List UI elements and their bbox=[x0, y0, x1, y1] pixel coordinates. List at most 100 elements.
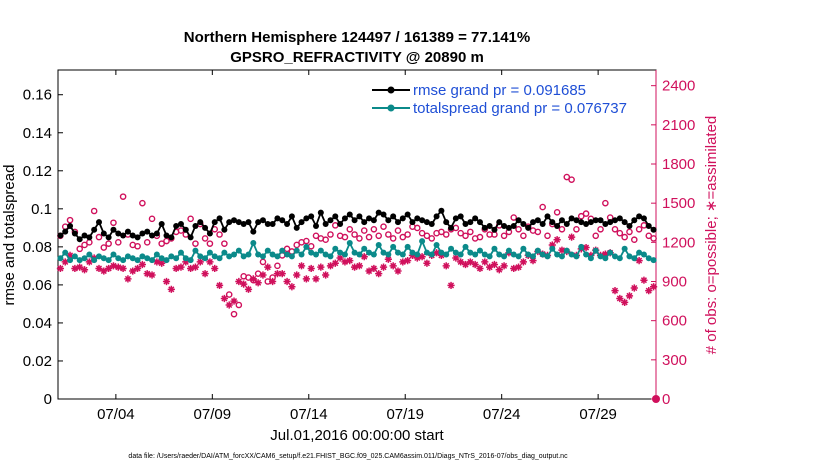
totalspread-point bbox=[317, 247, 324, 254]
obs-possible-point bbox=[385, 231, 392, 238]
rmse-point bbox=[404, 211, 411, 218]
obs-possible-point bbox=[389, 235, 397, 242]
totalspread-point bbox=[110, 251, 117, 258]
rmse-point bbox=[356, 213, 363, 220]
obs-possible-point bbox=[351, 231, 358, 238]
rmse-point bbox=[313, 222, 320, 229]
y-tick-label-right: 900 bbox=[662, 274, 687, 291]
obs-assimilated-point bbox=[80, 266, 89, 274]
obs-assimilated-point bbox=[215, 281, 224, 290]
y-tick-label-left: 0.14 bbox=[23, 125, 52, 142]
totalspread-point bbox=[351, 249, 358, 256]
obs-assimilated-point bbox=[302, 275, 310, 283]
rmse-point bbox=[182, 226, 189, 233]
obs-assimilated-point bbox=[413, 254, 421, 262]
totalspread-point bbox=[221, 249, 228, 256]
rmse-point bbox=[341, 215, 348, 222]
y-axis-label-left: rmse and totalspread bbox=[1, 165, 18, 306]
obs-possible-point bbox=[76, 245, 84, 253]
totalspread-point bbox=[505, 247, 512, 254]
obs-assimilated-point bbox=[148, 271, 156, 279]
totalspread-point bbox=[448, 245, 455, 252]
obs-assimilated-point bbox=[143, 270, 151, 278]
rmse-point bbox=[558, 217, 565, 224]
x-tick-label: 07/04 bbox=[97, 406, 135, 423]
rmse-point bbox=[206, 230, 213, 237]
totalspread-point bbox=[530, 253, 537, 260]
obs-possible-point bbox=[626, 228, 633, 236]
obs-possible-point bbox=[568, 176, 575, 183]
totalspread-point bbox=[192, 247, 199, 254]
rmse-point bbox=[428, 221, 435, 228]
obs-possible-point bbox=[134, 242, 141, 250]
totalspread-point bbox=[255, 251, 262, 258]
totalspread-point bbox=[558, 253, 565, 260]
rmse-point bbox=[650, 226, 657, 233]
rmse-point bbox=[366, 215, 373, 222]
totalspread-point bbox=[284, 251, 291, 258]
obs-assimilated-point bbox=[317, 263, 325, 271]
totalspread-point bbox=[607, 249, 614, 256]
obs-assimilated-point bbox=[611, 287, 619, 295]
rmse-point bbox=[481, 224, 488, 231]
obs-possible-point bbox=[303, 237, 310, 245]
totalspread-point bbox=[211, 253, 218, 260]
legend-rmse-label: rmse grand pr = 0.091685 bbox=[413, 82, 586, 99]
rmse-point bbox=[240, 221, 247, 228]
chart-subtitle: GPSRO_REFRACTIVITY @ 20890 m bbox=[230, 49, 484, 66]
totalspread-point bbox=[235, 247, 242, 254]
obs-possible-point bbox=[510, 214, 518, 221]
obs-assimilated-point bbox=[519, 258, 527, 266]
totalspread-point bbox=[57, 255, 64, 262]
x-tick-label: 07/09 bbox=[194, 406, 232, 423]
obs-assimilated-point bbox=[158, 259, 166, 267]
totalspread-point bbox=[510, 251, 517, 258]
rmse-point bbox=[525, 224, 532, 231]
obs-possible-point bbox=[230, 310, 238, 318]
obs-possible-point bbox=[201, 235, 209, 242]
totalspread-point bbox=[158, 255, 165, 262]
rmse-point bbox=[62, 228, 69, 235]
totalspread-point bbox=[476, 247, 483, 254]
rmse-point bbox=[115, 230, 122, 237]
obs-assimilated-point bbox=[297, 262, 306, 270]
obs-possible-point bbox=[235, 301, 243, 309]
totalspread-point bbox=[124, 253, 131, 260]
obs-possible-point bbox=[322, 236, 329, 244]
totalspread-point bbox=[616, 255, 623, 262]
totalspread-point bbox=[583, 251, 590, 258]
y-tick-label-left: 0.1 bbox=[31, 201, 52, 218]
totalspread-point bbox=[467, 249, 474, 256]
rmse-point bbox=[443, 219, 450, 226]
obs-assimilated-point bbox=[225, 301, 233, 309]
rmse-point bbox=[636, 213, 643, 220]
obs-assimilated-point bbox=[133, 264, 142, 273]
rmse-point bbox=[520, 221, 527, 228]
totalspread-point bbox=[163, 257, 170, 264]
obs-possible-point bbox=[573, 225, 580, 233]
obs-possible-point bbox=[370, 225, 378, 233]
totalspread-point bbox=[549, 245, 556, 252]
rmse-point bbox=[149, 232, 156, 239]
totalspread-point bbox=[428, 251, 435, 258]
rmse-point bbox=[616, 215, 623, 222]
rmse-point bbox=[163, 232, 170, 239]
obs-assimilated-point bbox=[404, 257, 412, 265]
totalspread-point bbox=[380, 249, 387, 256]
obs-assimilated-point bbox=[476, 264, 484, 273]
rmse-point bbox=[274, 215, 281, 222]
obs-possible-point bbox=[110, 219, 117, 227]
obs-possible-point bbox=[380, 223, 387, 230]
obs-possible-point bbox=[375, 232, 383, 240]
obs-assimilated-point bbox=[235, 277, 243, 286]
obs-assimilated-point bbox=[486, 263, 494, 271]
obs-possible-point bbox=[467, 228, 474, 236]
rmse-point bbox=[438, 207, 445, 214]
rmse-point bbox=[231, 217, 238, 224]
obs-possible-point bbox=[216, 231, 223, 238]
obs-assimilated-point bbox=[640, 276, 648, 284]
totalspread-point bbox=[399, 251, 406, 258]
totalspread-point bbox=[636, 249, 643, 256]
y-tick-label-right: 0 bbox=[662, 391, 670, 408]
totalspread-point bbox=[370, 251, 377, 258]
